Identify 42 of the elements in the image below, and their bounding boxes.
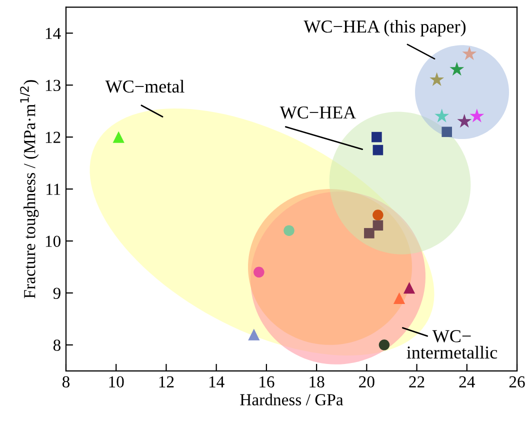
annotation: WC− intermetallic <box>406 330 498 359</box>
x-tick-label: 22 <box>409 376 424 388</box>
annotation: WC−HEA (this paper) <box>304 20 466 36</box>
x-tick-label: 16 <box>260 376 274 388</box>
annotation: WC−metal <box>105 80 184 93</box>
x-tick-label: 12 <box>159 376 174 388</box>
x-tick-label: 24 <box>459 376 475 388</box>
point <box>248 328 260 340</box>
x-tick-label: 26 <box>509 376 525 388</box>
point <box>470 108 484 122</box>
point <box>254 266 264 278</box>
point <box>364 228 374 238</box>
x-tick-label: 8 <box>62 376 70 388</box>
y-tick-label: 12 <box>46 132 60 143</box>
x-tick-label: 14 <box>209 376 224 388</box>
x-axis-title: Hardness / GPa <box>240 394 344 406</box>
y-tick-label: 11 <box>46 184 60 195</box>
x-tick-label: 18 <box>310 376 324 388</box>
point <box>284 225 294 236</box>
y-tick-label: 14 <box>46 28 61 39</box>
point <box>372 210 384 220</box>
point <box>112 131 124 143</box>
point <box>372 132 382 142</box>
point <box>378 340 390 350</box>
x-tick-label: 20 <box>359 376 374 388</box>
point <box>403 282 416 294</box>
point <box>430 72 444 86</box>
point <box>450 62 464 76</box>
point <box>434 108 450 122</box>
y-tick-label: 10 <box>46 236 60 247</box>
annotation: WC−HEA <box>280 106 356 119</box>
y-tick-label: 13 <box>46 80 60 92</box>
point <box>372 144 384 156</box>
y-tick-label: 9 <box>53 288 60 299</box>
point <box>393 292 406 304</box>
x-tick-label: 10 <box>109 376 124 388</box>
point <box>457 114 472 128</box>
point <box>442 126 452 138</box>
point <box>462 46 477 60</box>
y-tick-label: 8 <box>53 340 60 351</box>
y-axis-title: Fracture toughness / (MPa·m$^{1/2}$) <box>20 80 39 298</box>
point <box>372 220 384 231</box>
